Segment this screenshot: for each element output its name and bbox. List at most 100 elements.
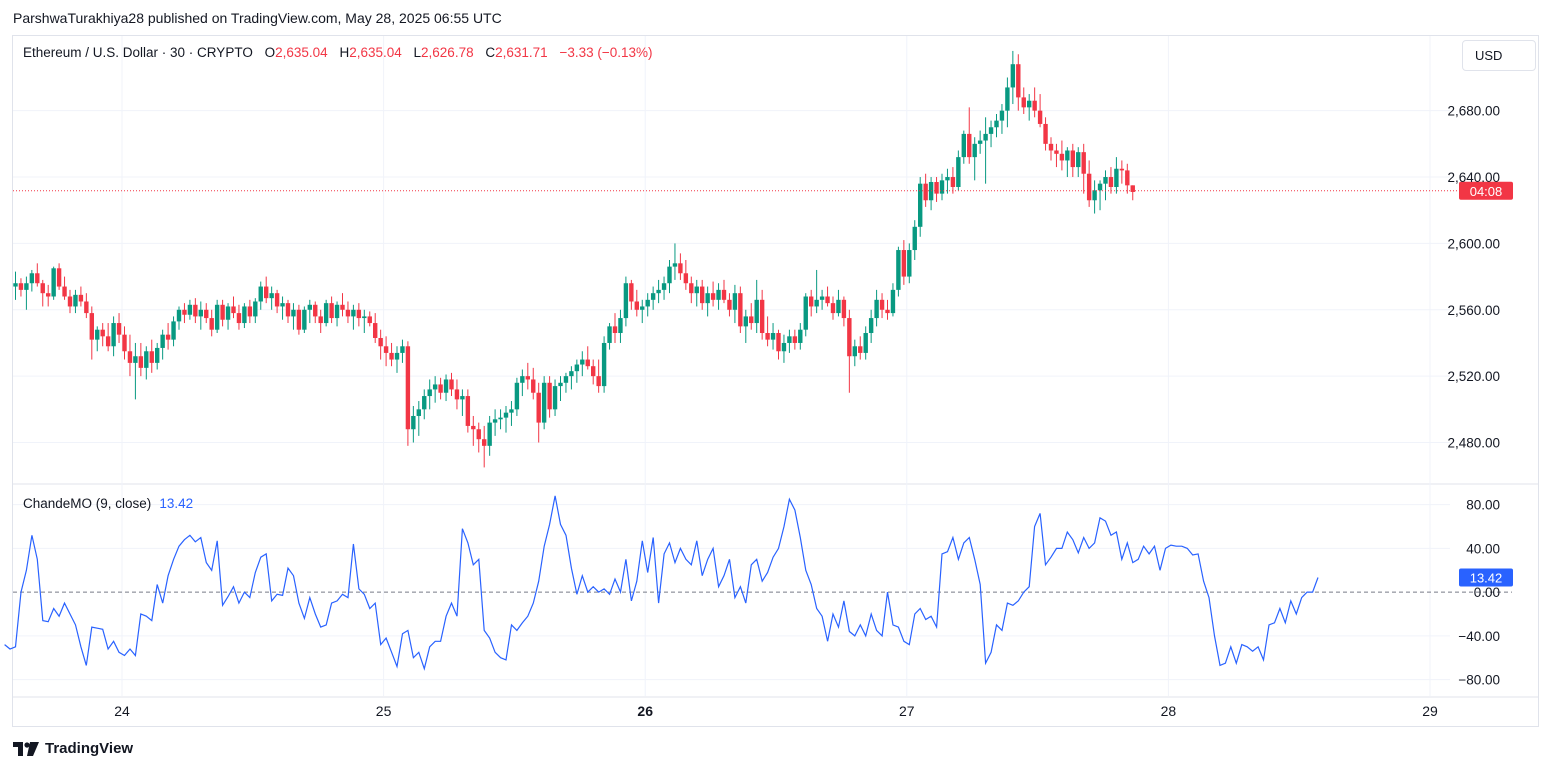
candle-up — [514, 382, 520, 410]
candle-up — [171, 321, 176, 340]
price-tick-label: 2,560.00 — [1447, 303, 1500, 318]
candle-down — [204, 309, 209, 319]
tradingview-brand[interactable]: TradingView — [13, 740, 133, 757]
candle-down — [749, 316, 754, 324]
candle-down — [247, 306, 253, 317]
candle-up — [95, 329, 100, 340]
candle-down — [1108, 177, 1114, 187]
candle-down — [389, 352, 394, 360]
candle-up — [1103, 177, 1108, 184]
candle-up — [1097, 183, 1103, 191]
indicator-name[interactable]: ChandeMO (9, close) — [23, 496, 152, 511]
candle-up — [939, 180, 945, 194]
candle-down — [1070, 150, 1075, 168]
candle-up — [1005, 87, 1010, 111]
price-tick-label: 2,520.00 — [1447, 369, 1500, 384]
currency-button[interactable]: USD — [1462, 40, 1536, 71]
candle-up — [427, 389, 432, 397]
candle-down — [738, 293, 743, 327]
price-tick-label: 2,480.00 — [1447, 436, 1500, 451]
candle-down — [46, 293, 51, 297]
candle-up — [269, 293, 274, 299]
candle-down — [449, 379, 454, 390]
x-tick-label: 29 — [1422, 703, 1438, 719]
indicator-tick-label: −40.00 — [1458, 629, 1500, 644]
candle-down — [1043, 123, 1048, 144]
last-price-marker-label: 04:08 — [1470, 184, 1503, 199]
high-value: 2,635.04 — [349, 45, 402, 60]
candle-up — [362, 316, 367, 319]
candle-down — [1081, 152, 1086, 174]
candle-up — [956, 157, 961, 187]
candle-down — [116, 323, 122, 335]
candle-down — [950, 177, 956, 187]
candle-down — [209, 318, 214, 330]
candle-up — [661, 283, 667, 290]
candle-up — [1076, 152, 1081, 168]
candle-up — [133, 356, 138, 363]
candle-down — [329, 303, 334, 319]
indicator-value: 13.42 — [159, 496, 194, 511]
candle-up — [601, 342, 607, 387]
candle-down — [596, 376, 601, 387]
open-label: O — [264, 45, 276, 60]
candle-up — [155, 347, 160, 363]
candle-down — [700, 286, 705, 304]
candle-up — [607, 326, 612, 343]
candle-up — [509, 409, 514, 413]
candle-down — [482, 439, 487, 446]
candle-down — [62, 286, 67, 297]
candle-up — [487, 422, 492, 446]
candle-up — [520, 376, 525, 383]
candle-up — [640, 306, 645, 310]
candle-up — [961, 133, 966, 158]
tradingview-brand-label: TradingView — [45, 740, 134, 757]
candle-up — [291, 309, 296, 317]
candle-down — [313, 304, 318, 317]
candle-up — [945, 177, 950, 181]
candle-down — [634, 301, 639, 310]
candle-up — [852, 346, 857, 357]
candle-down — [383, 346, 389, 353]
candle-up — [552, 386, 558, 410]
chart-frame — [12, 35, 1539, 727]
candle-down — [56, 268, 62, 287]
candle-up — [896, 250, 901, 290]
low-value: 2,626.78 — [421, 45, 474, 60]
candle-down — [683, 273, 689, 284]
candle-down — [591, 366, 596, 377]
candle-up — [988, 127, 994, 134]
price-tick-label: 2,600.00 — [1447, 236, 1500, 251]
candle-down — [547, 382, 552, 410]
candle-up — [672, 263, 678, 267]
indicator-tick-label: 0.00 — [1474, 585, 1500, 600]
candle-down — [585, 359, 590, 367]
symbol-title[interactable]: Ethereum / U.S. Dollar · 30 · CRYPTO — [23, 45, 253, 60]
candle-down — [89, 313, 94, 340]
candle-down — [318, 316, 323, 324]
candle-down — [765, 333, 770, 340]
last-price-marker — [1459, 181, 1513, 200]
publish-line: ParshwaTurakhiya28 published on TradingV… — [13, 10, 502, 26]
candle-up — [187, 304, 193, 315]
candle-up — [411, 415, 416, 430]
candle-up — [781, 342, 787, 352]
candle-down — [105, 336, 111, 347]
candle-up — [907, 250, 912, 277]
candle-down — [1119, 168, 1125, 171]
candle-down — [100, 329, 105, 337]
candle-up — [460, 396, 465, 400]
candle-down — [825, 296, 830, 304]
candle-down — [182, 309, 187, 315]
x-tick-label: 28 — [1161, 703, 1177, 719]
candle-down — [78, 294, 84, 302]
candle-down — [1059, 153, 1065, 161]
x-tick-label: 26 — [637, 703, 653, 719]
candle-down — [405, 346, 411, 430]
candle-up — [918, 183, 923, 227]
candle-up — [176, 309, 182, 322]
candle-up — [242, 306, 247, 324]
candle-down — [236, 313, 242, 324]
candle-up — [803, 296, 808, 330]
